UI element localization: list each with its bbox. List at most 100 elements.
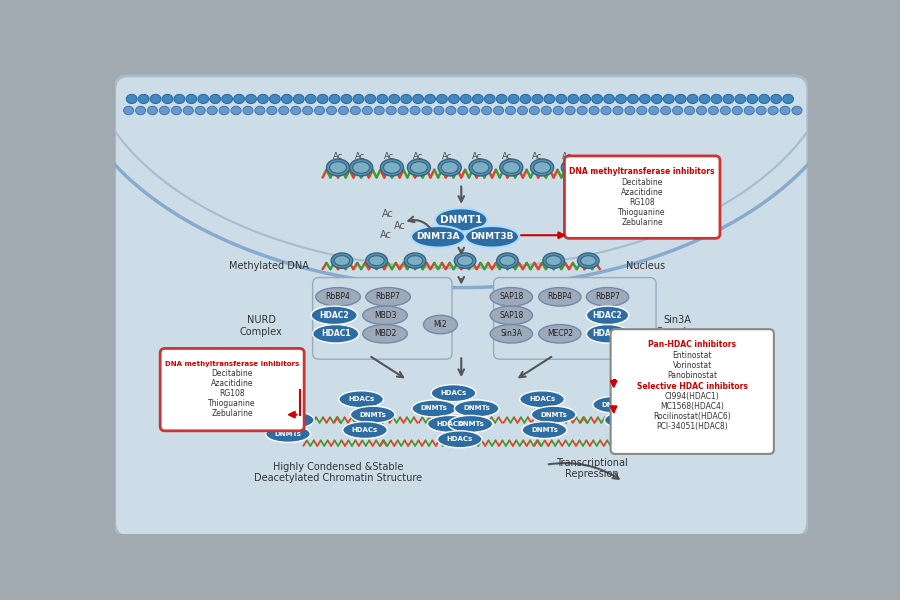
Ellipse shape	[369, 256, 384, 266]
Ellipse shape	[538, 287, 581, 306]
Ellipse shape	[162, 94, 173, 104]
Ellipse shape	[408, 256, 423, 266]
Text: DNMTs: DNMTs	[359, 412, 386, 418]
Ellipse shape	[723, 94, 734, 104]
Ellipse shape	[171, 106, 182, 115]
Ellipse shape	[529, 106, 539, 115]
Ellipse shape	[531, 159, 554, 176]
Ellipse shape	[311, 306, 357, 325]
Text: MECP2: MECP2	[547, 329, 572, 338]
Ellipse shape	[472, 162, 489, 173]
Text: HDACs: HDACs	[267, 401, 293, 407]
Ellipse shape	[221, 94, 232, 104]
Ellipse shape	[353, 94, 364, 104]
Ellipse shape	[625, 106, 634, 115]
Ellipse shape	[652, 94, 662, 104]
Ellipse shape	[663, 94, 674, 104]
Text: DNMT1: DNMT1	[440, 215, 482, 225]
Ellipse shape	[756, 106, 766, 115]
Ellipse shape	[383, 162, 400, 173]
Text: Vorinostat: Vorinostat	[672, 361, 712, 370]
Ellipse shape	[711, 94, 722, 104]
Ellipse shape	[374, 106, 384, 115]
Ellipse shape	[491, 287, 533, 306]
Ellipse shape	[410, 162, 428, 173]
Ellipse shape	[699, 94, 710, 104]
Ellipse shape	[580, 94, 590, 104]
Text: Ac: Ac	[393, 221, 406, 231]
Text: Ac: Ac	[562, 152, 572, 161]
Ellipse shape	[649, 106, 659, 115]
Ellipse shape	[531, 406, 576, 423]
Ellipse shape	[231, 106, 241, 115]
Ellipse shape	[469, 159, 492, 176]
Text: Thioguanine: Thioguanine	[209, 400, 256, 409]
Text: Ac: Ac	[533, 152, 543, 161]
Text: DNA methyltransferase inhibitors: DNA methyltransferase inhibitors	[165, 361, 300, 367]
Ellipse shape	[578, 253, 599, 268]
Text: Highly Condensed &Stable
Deacetylated Chromatin Structure: Highly Condensed &Stable Deacetylated Ch…	[254, 461, 422, 483]
Ellipse shape	[435, 208, 488, 232]
Ellipse shape	[305, 94, 316, 104]
Text: DNMTs: DNMTs	[464, 406, 490, 412]
Ellipse shape	[436, 94, 447, 104]
Ellipse shape	[461, 94, 472, 104]
Ellipse shape	[544, 94, 554, 104]
Ellipse shape	[627, 94, 638, 104]
Ellipse shape	[522, 422, 567, 439]
Text: MBD3: MBD3	[374, 311, 396, 320]
Ellipse shape	[411, 226, 465, 248]
Text: Pan-HDAC inhibitors: Pan-HDAC inhibitors	[648, 340, 736, 349]
Ellipse shape	[350, 406, 395, 423]
Text: Azacitidine: Azacitidine	[211, 379, 254, 388]
Ellipse shape	[534, 162, 551, 173]
Text: Rocilinostat(HDAC6): Rocilinostat(HDAC6)	[653, 412, 731, 421]
Ellipse shape	[592, 94, 602, 104]
Ellipse shape	[520, 94, 531, 104]
Text: MBD2: MBD2	[374, 329, 396, 338]
Text: Decitabine: Decitabine	[622, 178, 663, 187]
Text: HDACs: HDACs	[446, 436, 472, 442]
FancyBboxPatch shape	[493, 278, 656, 359]
Ellipse shape	[458, 106, 468, 115]
Text: DNMTs: DNMTs	[421, 406, 447, 412]
Ellipse shape	[470, 106, 480, 115]
Text: Ac: Ac	[442, 152, 453, 161]
Ellipse shape	[506, 106, 516, 115]
Text: Mi2: Mi2	[434, 320, 447, 329]
Ellipse shape	[389, 94, 400, 104]
Ellipse shape	[556, 94, 567, 104]
Text: DNMTs: DNMTs	[540, 412, 567, 418]
FancyBboxPatch shape	[160, 349, 304, 431]
Ellipse shape	[363, 106, 373, 115]
Ellipse shape	[365, 94, 376, 104]
Ellipse shape	[496, 94, 507, 104]
Ellipse shape	[577, 106, 587, 115]
Ellipse shape	[234, 94, 245, 104]
Text: RG108: RG108	[629, 197, 655, 206]
Text: DNMTs: DNMTs	[457, 421, 484, 427]
Ellipse shape	[126, 94, 137, 104]
Ellipse shape	[587, 325, 629, 343]
Ellipse shape	[454, 400, 499, 417]
Text: MC1568(HDAC4): MC1568(HDAC4)	[661, 403, 725, 412]
Ellipse shape	[593, 396, 637, 413]
Ellipse shape	[520, 391, 564, 408]
Text: RbBP7: RbBP7	[595, 292, 620, 301]
Text: Zebularine: Zebularine	[621, 218, 663, 227]
Ellipse shape	[546, 256, 562, 266]
Ellipse shape	[329, 162, 346, 173]
Ellipse shape	[327, 106, 337, 115]
Ellipse shape	[257, 94, 268, 104]
Ellipse shape	[381, 159, 403, 176]
Text: HDACs: HDACs	[436, 421, 463, 427]
Ellipse shape	[318, 94, 328, 104]
Ellipse shape	[446, 106, 456, 115]
Ellipse shape	[720, 106, 731, 115]
Ellipse shape	[353, 162, 370, 173]
Text: Zebularine: Zebularine	[212, 409, 253, 418]
Text: Azacitidine: Azacitidine	[621, 188, 663, 197]
Ellipse shape	[434, 106, 444, 115]
Ellipse shape	[410, 106, 420, 115]
Text: Ac: Ac	[355, 152, 365, 161]
